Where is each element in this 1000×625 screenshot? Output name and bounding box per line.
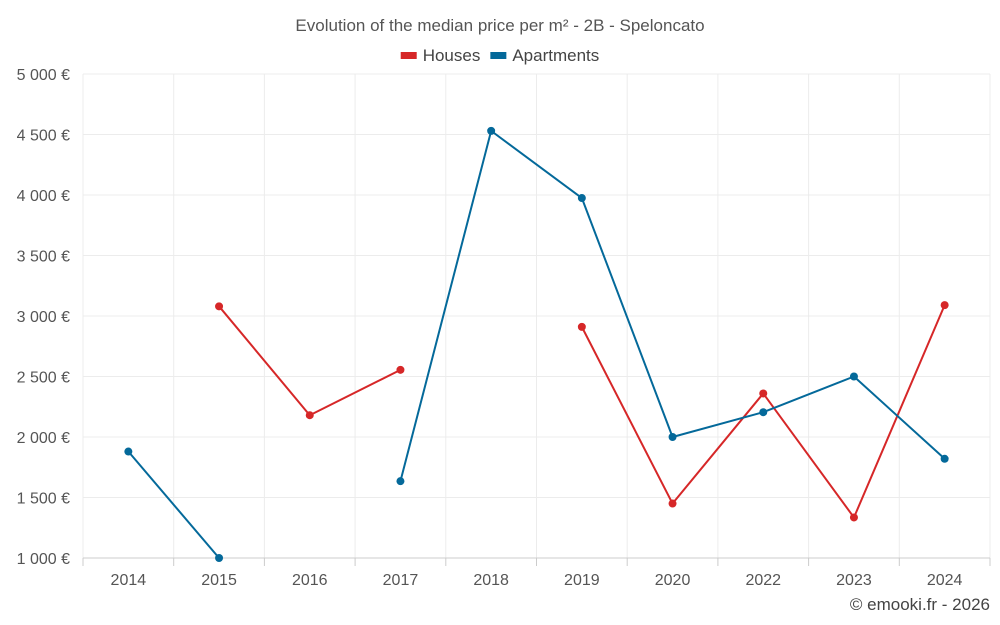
legend-label: Apartments bbox=[512, 46, 599, 65]
data-point-apartments[interactable] bbox=[396, 477, 405, 486]
series-line-apartments bbox=[127, 450, 220, 559]
x-tick-label: 2018 bbox=[473, 572, 509, 589]
x-tick-label: 2020 bbox=[655, 572, 691, 589]
legend-swatch bbox=[400, 52, 417, 59]
data-point-apartments[interactable] bbox=[577, 194, 586, 203]
legend: Houses Apartments bbox=[400, 46, 599, 65]
y-tick-label: 2 000 € bbox=[17, 430, 70, 447]
y-tick-label: 1 500 € bbox=[17, 491, 70, 508]
y-tick-label: 5 000 € bbox=[17, 67, 70, 84]
y-tick-label: 3 000 € bbox=[17, 309, 70, 326]
data-point-apartments[interactable] bbox=[215, 554, 224, 562]
x-tick-label: 2023 bbox=[836, 572, 872, 589]
x-tick-label: 2014 bbox=[111, 572, 147, 589]
legend-label: Houses bbox=[423, 46, 481, 65]
data-point-houses[interactable] bbox=[940, 301, 949, 310]
legend-item-houses[interactable]: Houses bbox=[400, 46, 481, 65]
y-tick-label: 3 500 € bbox=[17, 249, 70, 266]
y-tick-label: 2 500 € bbox=[17, 370, 70, 387]
grid bbox=[82, 73, 991, 559]
series-houses bbox=[215, 301, 949, 522]
series-apartments bbox=[124, 126, 949, 562]
data-point-houses[interactable] bbox=[577, 322, 586, 331]
data-point-apartments[interactable] bbox=[940, 454, 949, 463]
data-point-apartments[interactable] bbox=[759, 408, 768, 417]
x-axis-ticks: 2014 2015 2016 2017 2018 2019 2020 2022 2023 2024 bbox=[82, 557, 991, 589]
x-tick-label: 2017 bbox=[383, 572, 419, 589]
data-point-apartments[interactable] bbox=[849, 372, 858, 381]
x-tick-label: 2016 bbox=[292, 572, 328, 589]
series-line-houses bbox=[218, 305, 401, 417]
data-point-apartments[interactable] bbox=[487, 126, 496, 135]
data-point-houses[interactable] bbox=[759, 389, 768, 398]
chart-title: Evolution of the median price per m² - 2… bbox=[295, 16, 704, 35]
chart-credit: © emooki.fr - 2026 bbox=[850, 595, 990, 614]
legend-item-apartments[interactable]: Apartments bbox=[490, 46, 599, 65]
data-point-houses[interactable] bbox=[849, 513, 858, 522]
data-point-apartments[interactable] bbox=[668, 433, 677, 441]
x-tick-label: 2019 bbox=[564, 572, 600, 589]
x-tick-label: 2015 bbox=[201, 572, 237, 589]
data-point-houses[interactable] bbox=[305, 411, 314, 420]
x-tick-label: 2024 bbox=[927, 572, 963, 589]
series-layer bbox=[124, 126, 949, 562]
y-axis-ticks: 1 000 € 1 500 € 2 000 € 2 500 € 3 000 € 3 500… bbox=[17, 67, 70, 568]
y-tick-label: 4 500 € bbox=[17, 128, 70, 145]
series-line-apartments bbox=[399, 129, 946, 482]
data-point-houses[interactable] bbox=[668, 499, 677, 508]
data-point-apartments[interactable] bbox=[124, 447, 133, 456]
y-tick-label: 4 000 € bbox=[17, 188, 70, 205]
data-point-houses[interactable] bbox=[396, 365, 405, 374]
y-tick-label: 1 000 € bbox=[17, 551, 70, 568]
x-tick-label: 2022 bbox=[745, 572, 781, 589]
legend-swatch bbox=[490, 52, 507, 59]
data-point-houses[interactable] bbox=[215, 302, 224, 311]
